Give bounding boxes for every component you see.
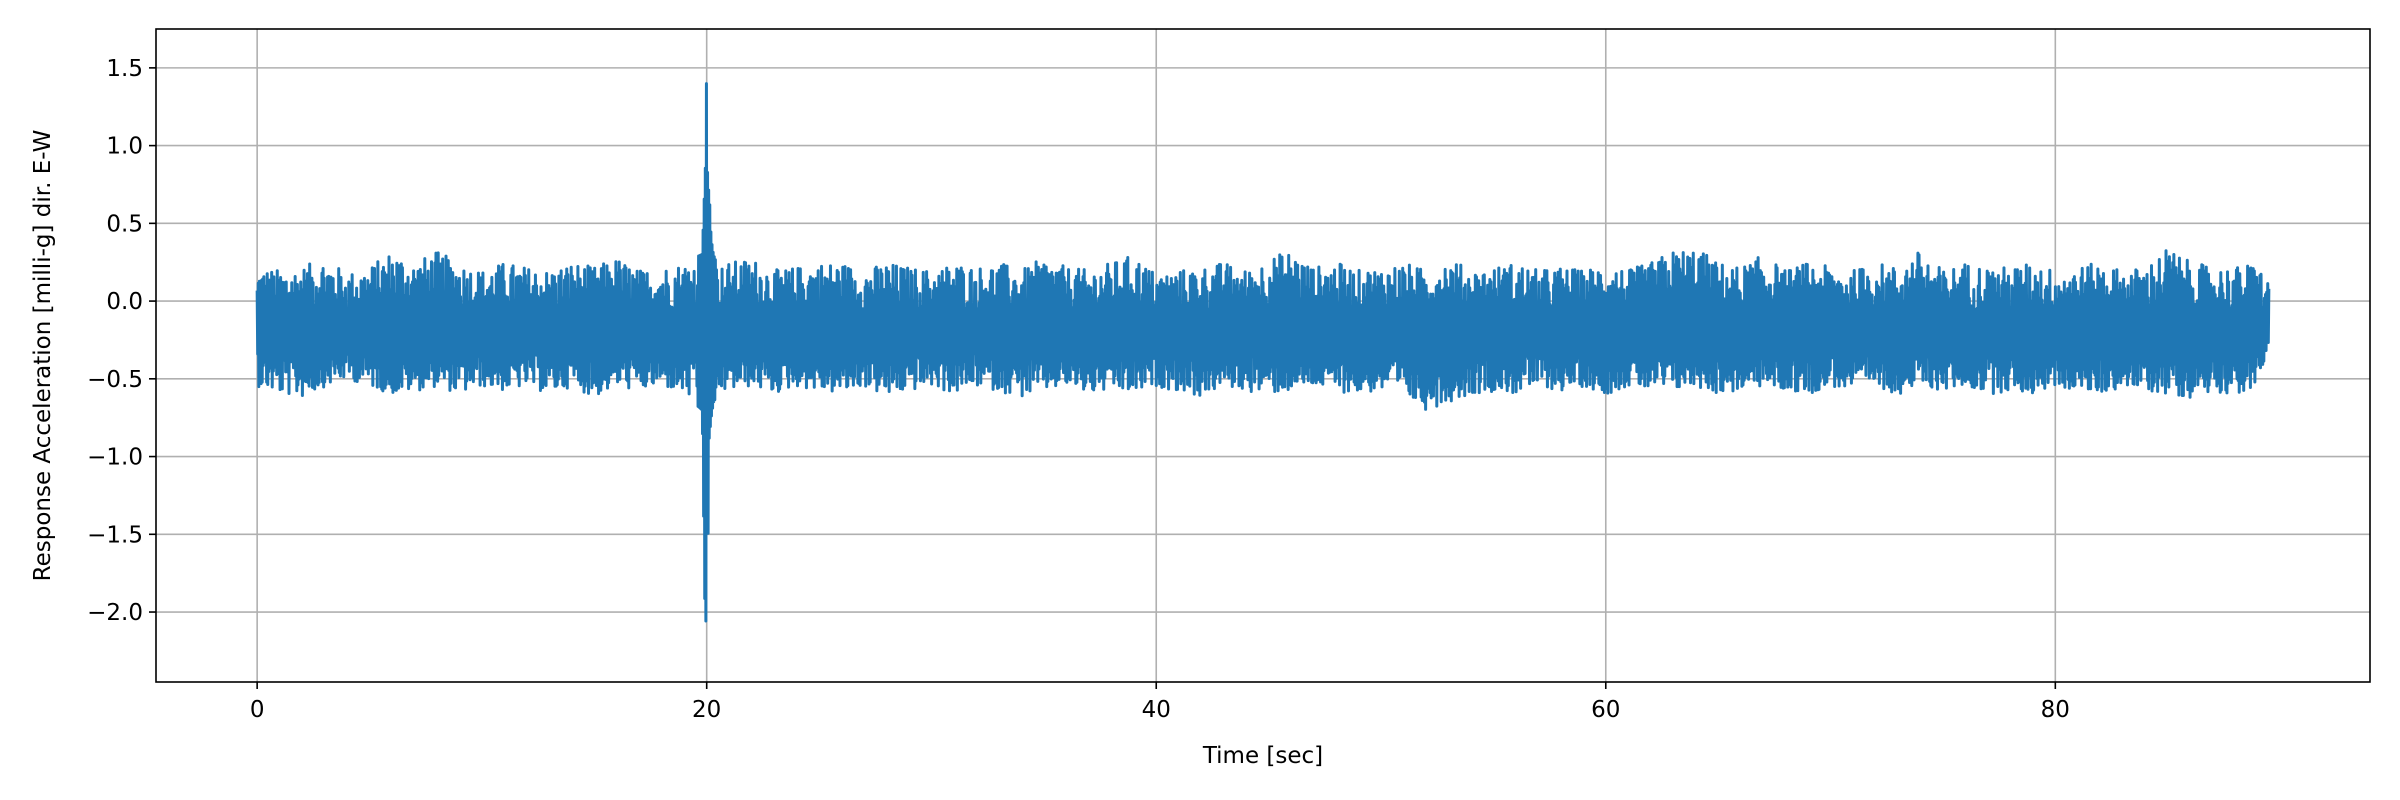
series-layer: [255, 82, 2271, 623]
x-tick-label: 20: [692, 697, 721, 723]
y-tick-label: −2.0: [87, 600, 143, 626]
plot-frame: [155, 28, 2371, 683]
x-tick-label: 80: [2041, 697, 2070, 723]
y-axis-label: Response Acceleration [milli-g] dir. E-W: [30, 130, 56, 582]
signal-series-line: [255, 82, 2271, 623]
y-tick-label: −1.0: [87, 445, 143, 471]
y-tick-label: 1.5: [106, 56, 143, 82]
y-tick-label: 0.5: [106, 211, 143, 237]
y-tick-label: 0.0: [106, 289, 143, 315]
y-tick-label: −0.5: [87, 367, 143, 393]
y-tick-label: −1.5: [87, 522, 143, 548]
x-tick-label: 0: [250, 697, 265, 723]
ticks: 0 20 40 60 80 1.5 1.0 0.5 0.0 −0.5 −1.0 −1.5 −2.0: [87, 56, 2070, 723]
x-axis-label: Time [sec]: [1202, 743, 1323, 769]
x-tick-label: 60: [1591, 697, 1620, 723]
x-tick-label: 40: [1142, 697, 1171, 723]
y-tick-label: 1.0: [106, 134, 143, 160]
